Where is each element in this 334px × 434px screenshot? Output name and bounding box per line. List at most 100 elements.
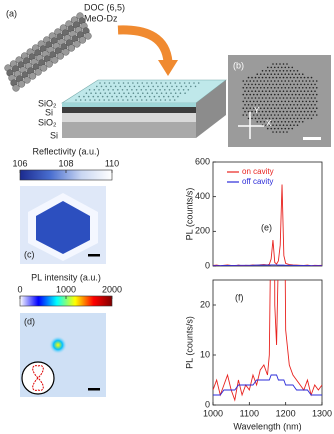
hole <box>272 97 274 99</box>
hole <box>165 92 168 94</box>
hole <box>286 97 288 99</box>
hole <box>245 100 248 103</box>
hole <box>287 93 290 96</box>
hole <box>256 93 259 96</box>
hole <box>310 97 313 99</box>
hole <box>312 80 315 82</box>
hole <box>310 104 313 106</box>
hole <box>265 97 267 99</box>
hole <box>287 66 290 69</box>
hole <box>307 76 309 79</box>
layer-label: Si <box>45 107 53 117</box>
hole <box>291 114 294 116</box>
hole <box>79 99 82 101</box>
legend-label: on cavity <box>242 167 274 176</box>
hole <box>256 107 259 109</box>
hole <box>99 92 102 94</box>
hole <box>279 131 281 133</box>
hole <box>112 89 114 91</box>
hole <box>301 100 304 103</box>
hole <box>296 104 299 106</box>
hole <box>291 66 294 69</box>
hole <box>146 82 148 84</box>
hole <box>251 104 253 106</box>
hole <box>136 99 138 101</box>
atom <box>56 52 64 60</box>
hole <box>280 121 283 123</box>
hole <box>275 76 278 79</box>
hole <box>125 95 127 98</box>
hole <box>87 95 90 98</box>
hole <box>183 82 186 84</box>
hole <box>308 87 311 89</box>
hole <box>273 114 276 116</box>
hole <box>270 66 273 69</box>
hole <box>300 76 302 79</box>
hole <box>268 104 271 106</box>
atom <box>23 76 31 84</box>
hole <box>275 70 278 72</box>
hole <box>259 80 262 82</box>
molecule-label: DOC (6,5) <box>84 2 125 12</box>
hole <box>294 114 297 116</box>
hole <box>293 117 295 120</box>
hole <box>277 127 280 130</box>
hole <box>258 110 260 113</box>
plot-frame <box>212 279 323 406</box>
hole <box>184 92 186 94</box>
hole <box>193 82 195 84</box>
hole <box>284 66 287 69</box>
hole <box>280 114 283 116</box>
hole <box>310 117 313 120</box>
hole <box>256 73 259 75</box>
hole <box>291 93 294 96</box>
hole <box>259 121 262 123</box>
hole <box>242 114 245 116</box>
hole <box>135 89 138 91</box>
hole <box>286 104 288 106</box>
x-tick-label: 1100 <box>240 408 259 418</box>
arrow-head <box>158 60 178 76</box>
hole <box>289 124 292 126</box>
hole <box>294 107 297 109</box>
hole <box>265 117 267 120</box>
hole <box>166 85 169 88</box>
hole <box>291 107 294 109</box>
layer-label: Si <box>50 130 58 140</box>
hole <box>247 83 250 86</box>
hole <box>284 87 287 89</box>
hole <box>282 90 285 92</box>
hole <box>138 85 140 88</box>
hole <box>244 90 246 92</box>
hole <box>266 93 269 96</box>
hole <box>103 99 105 101</box>
hole <box>261 70 264 72</box>
hole <box>272 63 274 65</box>
hole <box>97 95 99 98</box>
hole <box>315 93 318 96</box>
hole <box>284 73 287 75</box>
hole <box>312 107 315 109</box>
hole <box>150 82 153 84</box>
hole <box>273 80 276 82</box>
hole <box>263 87 266 89</box>
hole <box>244 97 246 99</box>
hole <box>127 92 130 94</box>
hole <box>293 97 295 99</box>
hole <box>188 82 191 84</box>
hole <box>303 97 306 99</box>
atom <box>17 80 26 88</box>
y-tick-label: 10 <box>200 349 210 359</box>
hole <box>298 80 301 82</box>
hole <box>245 80 248 82</box>
scale-bar <box>88 388 100 391</box>
hole <box>298 93 301 96</box>
hole <box>300 117 302 120</box>
hole <box>277 100 280 103</box>
hole <box>279 97 281 99</box>
hole <box>307 104 309 106</box>
hole <box>277 107 280 109</box>
hole <box>277 87 280 89</box>
hexagon <box>36 201 90 254</box>
